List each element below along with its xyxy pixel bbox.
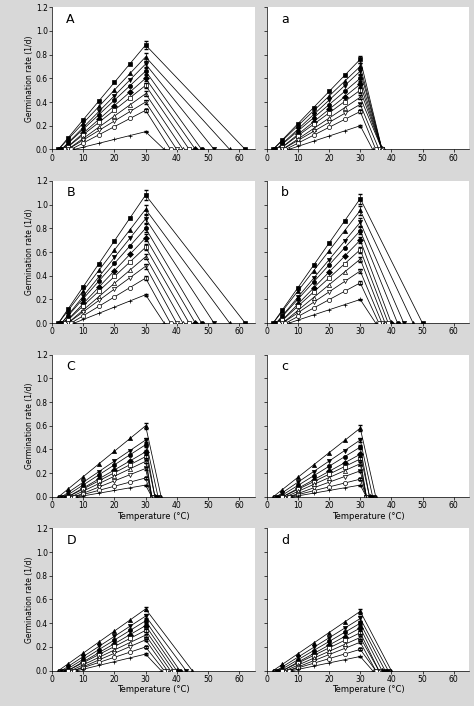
Y-axis label: Germination rate (1/d): Germination rate (1/d) <box>26 35 35 121</box>
Text: a: a <box>281 13 289 25</box>
Y-axis label: Germination rate (1/d): Germination rate (1/d) <box>26 556 35 642</box>
X-axis label: Temperature (°C): Temperature (°C) <box>332 686 404 694</box>
Y-axis label: Germination rate (1/d): Germination rate (1/d) <box>26 209 35 295</box>
Y-axis label: Germination rate (1/d): Germination rate (1/d) <box>26 383 35 469</box>
Text: C: C <box>66 360 75 373</box>
Text: c: c <box>281 360 288 373</box>
Text: A: A <box>66 13 75 25</box>
Text: d: d <box>281 534 289 547</box>
Text: b: b <box>281 186 289 200</box>
X-axis label: Temperature (°C): Temperature (°C) <box>117 686 190 694</box>
Text: D: D <box>66 534 76 547</box>
X-axis label: Temperature (°C): Temperature (°C) <box>117 512 190 520</box>
Text: B: B <box>66 186 75 200</box>
X-axis label: Temperature (°C): Temperature (°C) <box>332 512 404 520</box>
